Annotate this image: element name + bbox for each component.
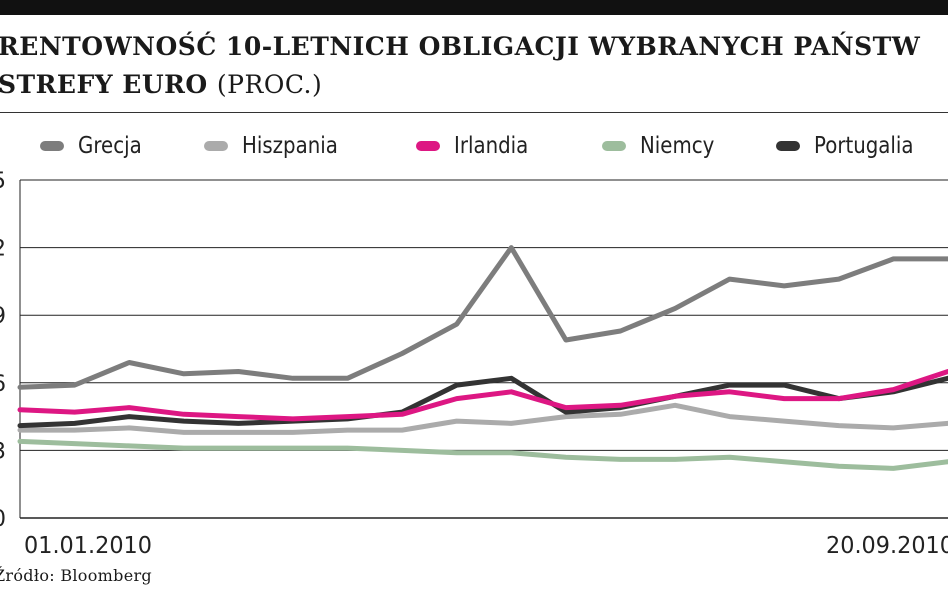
title-rule xyxy=(0,112,948,113)
series-line-niemcy xyxy=(17,438,948,471)
y-tick-label-15: 15 xyxy=(0,170,6,194)
y-tick-label-6: 6 xyxy=(0,372,6,397)
chart-title: RENTOWNOŚĆ 10-LETNICH OBLIGACJI WYBRANYC… xyxy=(0,28,948,104)
legend-item-grecja: Grecja xyxy=(40,126,152,166)
x-start-label: 01.01.2010 xyxy=(24,533,152,559)
y-tick-label-12: 12 xyxy=(0,237,6,262)
series-line-hiszpania xyxy=(17,402,948,435)
legend-item-hiszpania: Hiszpania xyxy=(204,126,354,166)
legend-item-portugalia: Portugalia xyxy=(776,126,930,166)
title-line-2: STREFY EURO (PROC.) xyxy=(0,66,948,104)
legend-swatch-grecja xyxy=(40,141,64,151)
y-tick-label-3: 3 xyxy=(0,439,6,464)
series-line-irlandia xyxy=(17,369,948,422)
y-tick-label-9: 9 xyxy=(0,304,6,329)
legend-swatch-niemcy xyxy=(602,141,626,151)
title-line-1: RENTOWNOŚĆ 10-LETNICH OBLIGACJI WYBRANYC… xyxy=(0,32,921,61)
legend-label-niemcy: Niemcy xyxy=(640,133,715,159)
title-unit: (PROC.) xyxy=(216,70,323,99)
legend-swatch-irlandia xyxy=(416,141,440,151)
legend-label-grecja: Grecja xyxy=(78,133,142,159)
source-note: Źródło: Bloomberg xyxy=(0,566,152,585)
legend-swatch-hiszpania xyxy=(204,141,228,151)
legend-label-portugalia: Portugalia xyxy=(814,133,914,159)
series-line-portugalia xyxy=(17,375,948,429)
legend-swatch-portugalia xyxy=(776,141,800,151)
legend-label-hiszpania: Hiszpania xyxy=(242,133,338,159)
title-line-2-text: STREFY EURO xyxy=(0,70,208,99)
legend-label-irlandia: Irlandia xyxy=(454,133,529,159)
legend-item-irlandia: Irlandia xyxy=(416,126,540,166)
y-tick-label-0: 0 xyxy=(0,507,6,532)
yield-line-chart: 0 3 6 9 12 15 01.01.2010 20.09.2010 xyxy=(0,170,948,559)
series-line-grecja xyxy=(17,245,948,390)
legend-item-niemcy: Niemcy xyxy=(602,126,726,166)
top-bar xyxy=(0,0,948,15)
x-end-label: 20.09.2010 xyxy=(826,533,948,559)
legend: Grecja Hiszpania Irlandia Niemcy Portuga… xyxy=(0,126,948,166)
